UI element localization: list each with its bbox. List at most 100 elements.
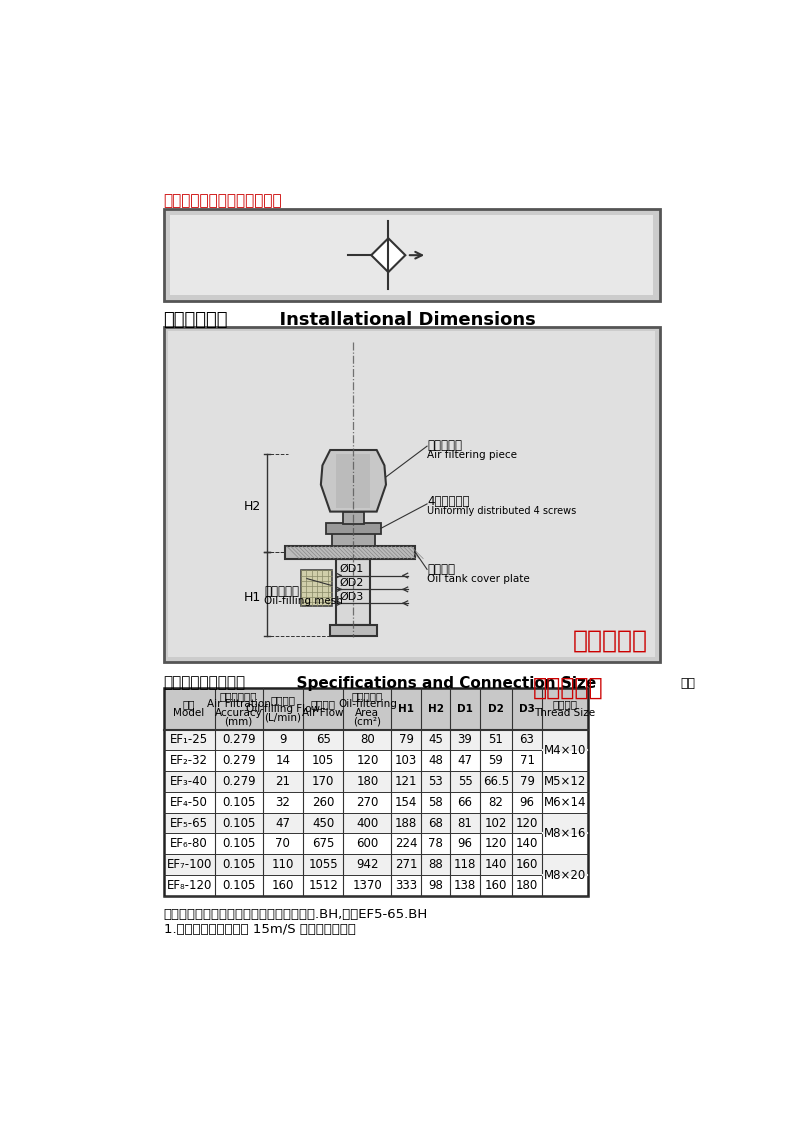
Polygon shape <box>321 451 386 512</box>
Text: 9: 9 <box>279 734 286 746</box>
Text: 53: 53 <box>428 775 443 788</box>
Text: 0.279: 0.279 <box>222 754 255 767</box>
Text: (cm²): (cm²) <box>354 717 382 727</box>
Text: H1: H1 <box>398 704 414 713</box>
Bar <box>332 532 375 547</box>
Text: 271: 271 <box>395 858 418 872</box>
Text: 120: 120 <box>356 754 378 767</box>
Text: M8×20: M8×20 <box>544 868 586 882</box>
Bar <box>163 209 659 301</box>
Text: 942: 942 <box>356 858 378 872</box>
Text: 79: 79 <box>398 734 414 746</box>
Text: 79: 79 <box>519 775 534 788</box>
Text: 188: 188 <box>395 816 418 830</box>
Text: 以下图片（如有疑问请来电）: 以下图片（如有疑问请来电） <box>163 194 282 208</box>
Text: D3: D3 <box>519 704 535 713</box>
Text: 80: 80 <box>360 734 374 746</box>
Text: 32: 32 <box>275 796 290 808</box>
Bar <box>326 523 381 534</box>
Bar <box>163 771 588 792</box>
Text: M5×12: M5×12 <box>544 775 586 788</box>
Text: EF₃-40: EF₃-40 <box>170 775 208 788</box>
Text: 空气过滤精度: 空气过滤精度 <box>220 691 258 701</box>
Text: Air filtering piece: Air filtering piece <box>427 451 517 460</box>
Text: 333: 333 <box>395 878 417 892</box>
Text: 66: 66 <box>458 796 473 808</box>
Text: 400: 400 <box>356 816 378 830</box>
Text: 1370: 1370 <box>353 878 382 892</box>
Text: 70: 70 <box>275 838 290 850</box>
Text: 48: 48 <box>428 754 443 767</box>
Text: Air Flow: Air Flow <box>302 708 344 718</box>
Bar <box>163 875 588 895</box>
Text: 154: 154 <box>395 796 418 808</box>
Bar <box>168 332 655 658</box>
Text: EF₇-100: EF₇-100 <box>166 858 212 872</box>
Text: 270: 270 <box>356 796 378 808</box>
Text: 66.5: 66.5 <box>483 775 509 788</box>
Text: 45: 45 <box>428 734 443 746</box>
Text: 96: 96 <box>519 796 534 808</box>
Text: 注：若使用介质为水一乙二醇则在型号后加.BH,例：EF5-65.BH: 注：若使用介质为水一乙二醇则在型号后加.BH,例：EF5-65.BH <box>163 908 428 921</box>
Text: 51: 51 <box>489 734 503 746</box>
Text: 1.表中所列空气流量是 15m/S 空气流速时的值: 1.表中所列空气流量是 15m/S 空气流速时的值 <box>163 923 355 936</box>
Text: 98: 98 <box>428 878 443 892</box>
Text: 加油流量: 加油流量 <box>270 695 295 705</box>
Text: 180: 180 <box>356 775 378 788</box>
Text: 0.105: 0.105 <box>222 858 255 872</box>
Text: 224: 224 <box>395 838 418 850</box>
Text: 0.105: 0.105 <box>222 816 255 830</box>
Text: 加油过滤网: 加油过滤网 <box>264 585 299 598</box>
Bar <box>163 855 588 875</box>
Text: (L/min): (L/min) <box>264 712 302 722</box>
Text: 0.105: 0.105 <box>222 796 255 808</box>
Bar <box>163 751 588 771</box>
Bar <box>301 571 332 606</box>
Text: Air Filtration: Air Filtration <box>206 700 270 710</box>
Text: 55: 55 <box>458 775 472 788</box>
Text: ØD3: ØD3 <box>339 592 364 602</box>
Text: 105: 105 <box>312 754 334 767</box>
Text: Accuracy: Accuracy <box>215 708 262 718</box>
Bar <box>163 729 588 751</box>
Text: Oil-filtering: Oil-filtering <box>338 700 397 710</box>
Text: H2: H2 <box>427 704 443 713</box>
Text: 260: 260 <box>312 796 334 808</box>
Text: 81: 81 <box>458 816 473 830</box>
Bar <box>163 688 588 895</box>
Text: Thread Size: Thread Size <box>534 708 595 718</box>
Text: D1: D1 <box>457 704 473 713</box>
Bar <box>163 327 659 662</box>
Text: 21: 21 <box>275 775 290 788</box>
Text: 0.279: 0.279 <box>222 775 255 788</box>
Bar <box>163 833 588 855</box>
Text: 675: 675 <box>312 838 334 850</box>
Text: EF₄-50: EF₄-50 <box>170 796 208 808</box>
Text: 63: 63 <box>519 734 534 746</box>
Text: 0.105: 0.105 <box>222 878 255 892</box>
Bar <box>330 625 377 635</box>
Text: 120: 120 <box>485 838 507 850</box>
Text: 4只螺钉均布: 4只螺钉均布 <box>427 496 470 508</box>
Text: Model: Model <box>174 708 205 718</box>
Text: Oil-filling Flow: Oil-filling Flow <box>246 704 320 713</box>
Bar <box>163 688 588 729</box>
Text: 39: 39 <box>458 734 473 746</box>
Text: Uniformly distributed 4 screws: Uniformly distributed 4 screws <box>427 506 576 516</box>
Text: 1512: 1512 <box>308 878 338 892</box>
Text: D2: D2 <box>488 704 504 713</box>
Text: 59: 59 <box>489 754 503 767</box>
Text: 180: 180 <box>516 878 538 892</box>
Text: Oil-filling mesh: Oil-filling mesh <box>264 595 343 606</box>
Text: 118: 118 <box>454 858 476 872</box>
Text: Installational Dimensions: Installational Dimensions <box>266 311 535 329</box>
Text: 南宫市兴华: 南宫市兴华 <box>573 628 648 652</box>
Text: 58: 58 <box>428 796 443 808</box>
Text: 96: 96 <box>458 838 473 850</box>
Text: 170: 170 <box>312 775 334 788</box>
Text: EF₁-25: EF₁-25 <box>170 734 208 746</box>
Text: 空气流量: 空气流量 <box>310 700 336 710</box>
Bar <box>163 792 588 813</box>
Text: (mm): (mm) <box>225 717 253 727</box>
Text: 160: 160 <box>272 878 294 892</box>
